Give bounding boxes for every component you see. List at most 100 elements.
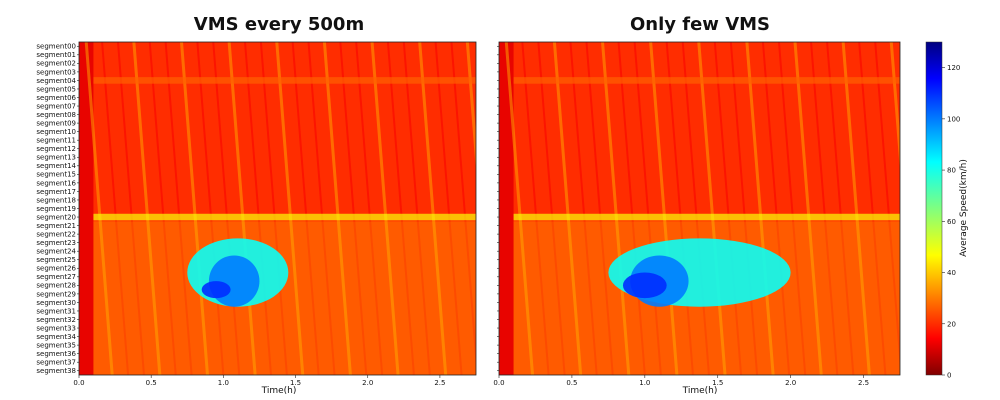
y-tick-label: segment01 (36, 51, 76, 59)
x-tick-label: 0.5 (146, 379, 157, 387)
heatmap-streak (370, 42, 400, 375)
heatmap-streak (826, 42, 855, 375)
y-tick-label: segment02 (36, 60, 76, 68)
heatmap-congestion-cell (622, 272, 667, 299)
heatmap-entry-band (499, 42, 514, 375)
heatmap-streak (713, 42, 743, 375)
y-tick-label: segment19 (36, 205, 76, 213)
heatmap-streak (355, 42, 384, 375)
heatmap-streak (665, 42, 694, 375)
heatmap-vms-row (513, 77, 900, 84)
y-tick-label: segment12 (36, 145, 76, 153)
heatmap-streak (434, 42, 463, 375)
colorbar-tick-label: 20 (947, 320, 956, 328)
heatmap-streak (761, 42, 791, 375)
y-tick-label: segment15 (36, 171, 76, 179)
panel-title: VMS every 500m (194, 14, 364, 35)
y-tick-label: segment05 (36, 85, 76, 93)
y-tick-label: segment09 (36, 120, 76, 128)
y-tick-label: segment31 (36, 307, 76, 315)
heatmap-streak (164, 42, 193, 375)
heatmap-streak (633, 42, 662, 375)
y-tick-label: segment06 (36, 94, 76, 102)
y-tick-label: segment04 (36, 77, 76, 85)
heatmap-streak (386, 42, 415, 375)
heatmap-panel-1: VMS every 500m segment00segment01segment… (36, 14, 477, 396)
heatmap-streak (504, 42, 535, 375)
heatmap-streak (180, 42, 209, 375)
heatmap-streak (889, 42, 900, 173)
heatmap-streak (793, 42, 823, 375)
heatmap-streak (649, 42, 679, 375)
x-tick-label: 0.0 (73, 379, 84, 387)
x-tick-label: 2.5 (858, 379, 869, 387)
y-tick-label: segment38 (36, 367, 76, 375)
x-tick-label: 0.0 (493, 379, 504, 387)
y-tick-label: segment03 (36, 68, 76, 76)
heatmap-downstream-zone (93, 221, 476, 375)
y-tick-label: segment27 (36, 273, 76, 281)
y-tick-label: segment24 (36, 248, 76, 256)
heatmap-streak (617, 42, 646, 375)
x-axis-label: Time(h) (261, 386, 297, 396)
y-tick-label: segment20 (36, 213, 76, 221)
heatmap-streak (322, 42, 352, 375)
heatmap-streak (874, 42, 900, 370)
heatmap-vms-row (513, 213, 900, 221)
heatmap-streak (777, 42, 807, 375)
y-tick-label: segment18 (36, 196, 76, 204)
heatmap-streak (858, 42, 887, 375)
y-tick-label: segment37 (36, 359, 76, 367)
y-tick-label: segment34 (36, 333, 76, 341)
heatmap-streak (275, 42, 305, 375)
x-tick-label: 0.5 (566, 379, 577, 387)
heatmap-streak (810, 42, 839, 375)
x-tick-label: 1.5 (290, 379, 301, 387)
x-tick-label: 2.0 (362, 379, 373, 387)
heatmap-streak (84, 42, 114, 375)
y-tick-label: segment14 (36, 162, 76, 170)
colorbar-tick-label: 0 (947, 372, 951, 380)
y-tick-label: segment16 (36, 179, 76, 187)
heatmap-streak (729, 42, 759, 375)
y-tick-label: segment25 (36, 256, 76, 264)
colorbar-label: Average Speed(km/h) (959, 159, 969, 257)
heatmap-streak (212, 42, 241, 375)
colorbar-tick-label: 60 (947, 218, 956, 226)
heatmap-entry-band (79, 42, 94, 375)
heatmap-streak (450, 42, 476, 370)
y-tick-label: segment29 (36, 290, 76, 298)
heatmap-congestion-cell (208, 255, 260, 307)
heatmap-congestion-cell (201, 281, 231, 299)
y-tick-label: segment22 (36, 231, 76, 239)
heatmap-streak (244, 42, 273, 375)
y-tick-label: segment33 (36, 324, 76, 332)
heatmap-streak (148, 42, 177, 375)
y-tick-label: segment28 (36, 282, 76, 290)
heatmap-streak (745, 42, 775, 375)
x-axis-label: Time(h) (682, 386, 718, 396)
x-tick-label: 2.0 (785, 379, 796, 387)
heatmap-streak (402, 42, 431, 375)
y-tick-label: segment00 (36, 43, 76, 51)
y-tick-label: segment30 (36, 299, 76, 307)
heatmap-streak (681, 42, 710, 375)
y-tick-label: segment13 (36, 154, 76, 162)
y-tick-label: segment36 (36, 350, 76, 358)
heatmap-streak (841, 42, 871, 375)
y-tick-label: segment21 (36, 222, 76, 230)
colorbar-tick-label: 100 (947, 115, 960, 123)
heatmap-vms-row (93, 77, 476, 84)
y-tick-label: segment17 (36, 188, 76, 196)
y-tick-label: segment35 (36, 342, 76, 350)
heatmap-vms-row (93, 213, 476, 221)
y-tick-label: segment10 (36, 128, 76, 136)
heatmap-streak (697, 42, 727, 375)
y-tick-label: segment08 (36, 111, 76, 119)
x-tick-label: 1.0 (639, 379, 650, 387)
colorbar-tick-label: 80 (947, 167, 956, 175)
colorbar-tick-label: 120 (947, 64, 960, 72)
panel-title: Only few VMS (630, 14, 770, 35)
heatmap-panel-2: Only few VMS 0.0 0.5 1.0 1.5 2.0 2.5 Time(h) (493, 14, 901, 396)
heatmap-streak (116, 42, 145, 375)
